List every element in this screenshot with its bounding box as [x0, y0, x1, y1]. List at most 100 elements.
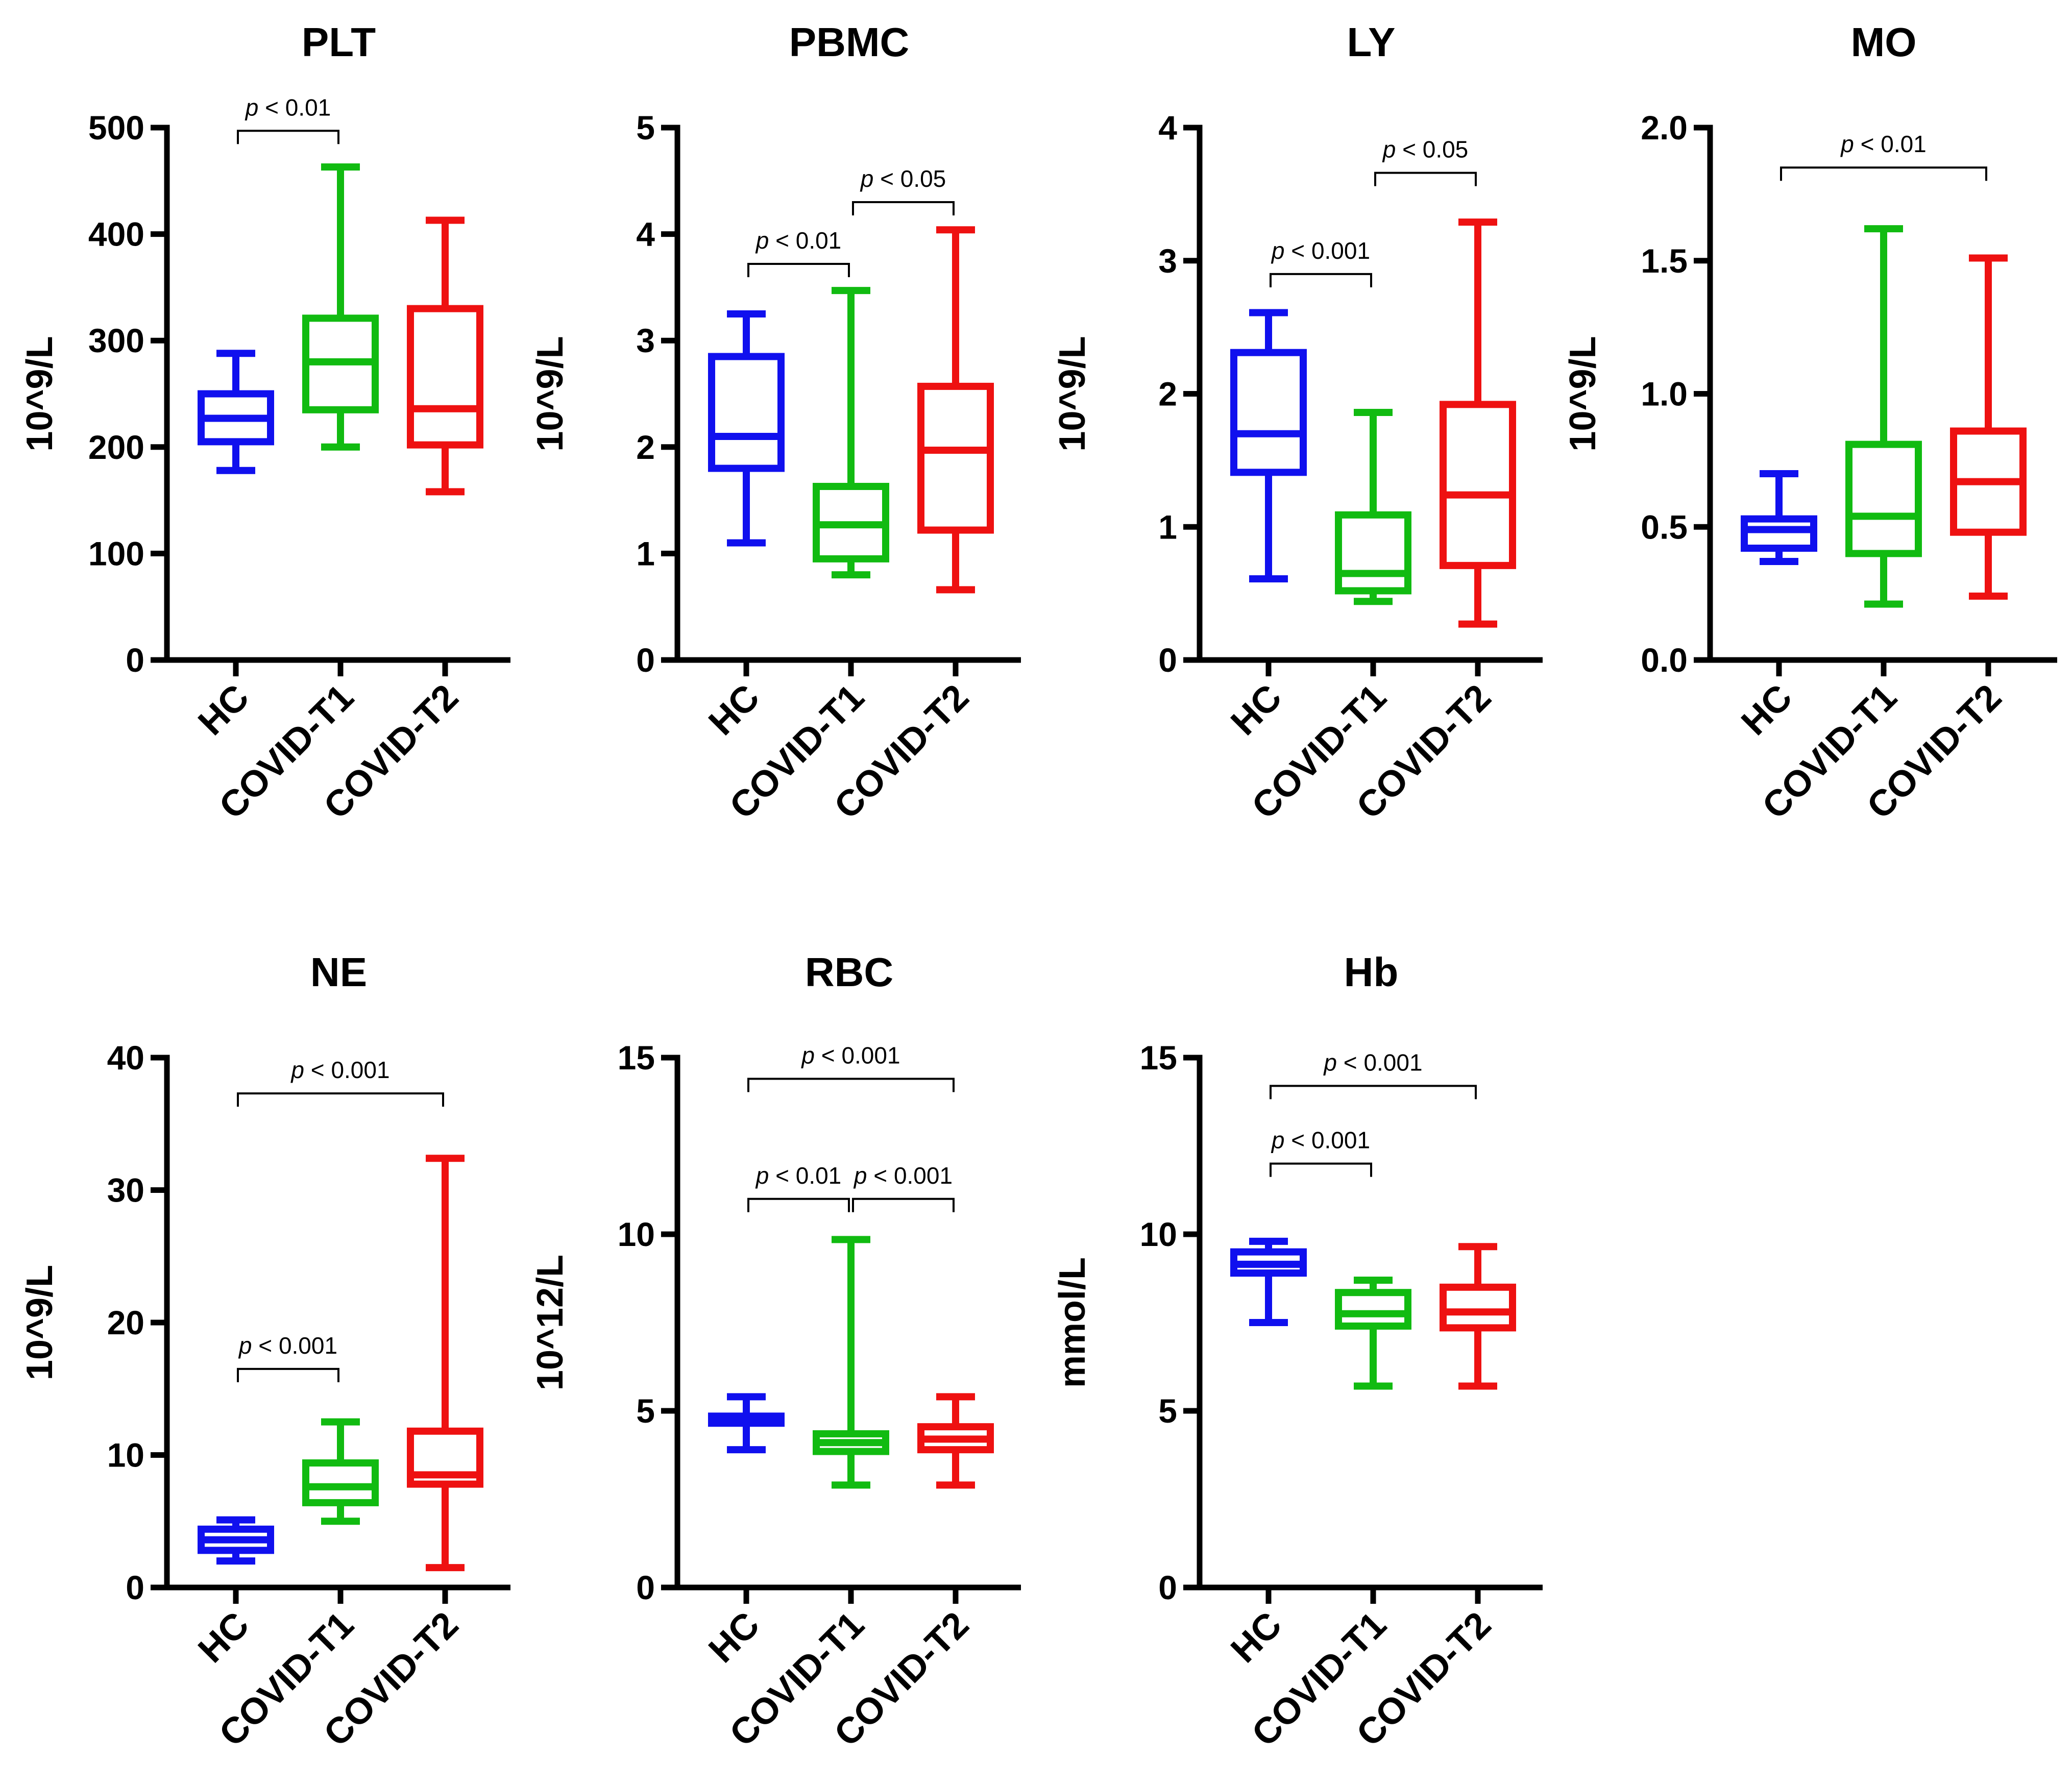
p-value-label: p < 0.001	[800, 1042, 900, 1069]
significance-bracket: p < 0.01	[747, 1162, 850, 1212]
bracket-line	[852, 1197, 955, 1212]
y-axis-label: 10^9/L	[19, 336, 60, 451]
y-tick-label: 15	[618, 1039, 655, 1077]
y-tick-label: 0.0	[1641, 641, 1688, 679]
panel-title: NE	[310, 949, 367, 995]
y-tick-label: 500	[88, 109, 144, 146]
p-value-label: p < 0.001	[238, 1332, 337, 1359]
significance-bracket: p < 0.01	[1780, 131, 1987, 181]
box-hc	[708, 1393, 785, 1454]
panel-title: PLT	[302, 19, 376, 65]
box-covid-t2	[1950, 254, 2027, 600]
y-tick-label: 5	[1158, 1392, 1177, 1430]
p-value-label: p < 0.01	[245, 94, 331, 120]
significance-bracket: p < 0.001	[237, 1332, 339, 1382]
y-tick-label: 5	[636, 109, 655, 146]
y-tick-label: 2.0	[1641, 109, 1688, 146]
box-covid-t2	[407, 216, 483, 496]
box-covid-t1	[302, 1418, 379, 1525]
p-value-label: p < 0.01	[755, 227, 842, 254]
x-tick-label: HC	[1734, 677, 1800, 743]
box-covid-t2	[407, 1155, 483, 1572]
iqr-box	[1335, 511, 1411, 595]
y-tick-label: 300	[88, 322, 144, 359]
x-tick-label: HC	[190, 677, 257, 743]
box-hc	[198, 1516, 274, 1565]
p-value-label: p < 0.001	[290, 1057, 389, 1083]
bracket-line	[747, 263, 850, 278]
p-value-label: p < 0.01	[1840, 131, 1927, 157]
panel-mo: MO10^9/L0.00.51.01.52.0HCCOVID-T1COVID-T…	[1563, 19, 2057, 827]
panel-title: PBMC	[789, 19, 910, 65]
significance-bracket: p < 0.001	[1270, 237, 1372, 287]
iqr-box	[1230, 349, 1307, 476]
panel-title: Hb	[1344, 949, 1399, 995]
p-value-label: p < 0.001	[1271, 1127, 1370, 1154]
x-tick-label: HC	[190, 1604, 257, 1671]
y-axis-label: 10^9/L	[19, 1265, 60, 1380]
iqr-box	[1440, 1283, 1516, 1332]
y-axis-label: 10^9/L	[1052, 336, 1093, 451]
y-tick-label: 0	[126, 641, 144, 679]
iqr-box	[302, 1459, 379, 1506]
bracket-line	[747, 1197, 850, 1212]
y-tick-label: 4	[636, 215, 655, 253]
iqr-box	[708, 353, 785, 472]
x-tick-label: HC	[701, 1604, 767, 1671]
iqr-box	[407, 1427, 483, 1488]
y-tick-label: 20	[107, 1304, 144, 1341]
box-hc	[1741, 470, 1817, 566]
significance-bracket: p < 0.05	[852, 165, 955, 216]
y-tick-label: 1.5	[1641, 242, 1688, 280]
y-tick-label: 0.5	[1641, 508, 1688, 546]
bracket-line	[747, 1078, 955, 1092]
panel-title: RBC	[805, 949, 893, 995]
panel-title: LY	[1347, 19, 1396, 65]
y-tick-label: 30	[107, 1171, 144, 1209]
y-tick-label: 0	[636, 1569, 655, 1606]
y-tick-label: 10	[618, 1215, 655, 1253]
box-hc	[1230, 309, 1307, 582]
y-tick-label: 40	[107, 1039, 144, 1077]
y-tick-label: 1	[636, 534, 655, 572]
p-value-label: p < 0.001	[853, 1162, 953, 1189]
bracket-line	[1780, 166, 1987, 181]
x-tick-label: HC	[1223, 677, 1289, 743]
significance-bracket: p < 0.05	[1374, 136, 1477, 186]
y-axis-label: mmol/L	[1052, 1257, 1093, 1388]
box-covid-t1	[1335, 1276, 1411, 1390]
panel-plt: PLT10^9/L0100200300400500HCCOVID-T1COVID…	[19, 19, 510, 827]
iqr-box	[1335, 1289, 1411, 1330]
significance-bracket: p < 0.001	[852, 1162, 955, 1212]
box-covid-t1	[813, 1236, 889, 1489]
bracket-line	[1270, 1162, 1372, 1177]
y-tick-label: 3	[1158, 242, 1177, 280]
box-covid-t2	[1440, 218, 1516, 628]
y-tick-label: 5	[636, 1392, 655, 1430]
x-tick-label: HC	[1223, 1604, 1289, 1671]
box-covid-t1	[1335, 409, 1411, 605]
box-covid-t1	[302, 163, 379, 451]
bracket-line	[237, 1092, 444, 1107]
iqr-box	[1741, 515, 1817, 552]
significance-bracket: p < 0.001	[237, 1057, 444, 1107]
y-tick-label: 400	[88, 215, 144, 253]
y-tick-label: 2	[1158, 375, 1177, 413]
p-value-label: p < 0.05	[1382, 136, 1469, 163]
y-tick-label: 15	[1140, 1039, 1177, 1077]
y-tick-label: 10	[107, 1436, 144, 1474]
box-hc	[708, 310, 785, 547]
y-tick-label: 4	[1158, 109, 1177, 146]
y-tick-label: 100	[88, 534, 144, 572]
y-tick-label: 200	[88, 428, 144, 466]
x-tick-label: HC	[701, 677, 767, 743]
iqr-box	[407, 305, 483, 449]
y-axis-label: 10^9/L	[1563, 336, 1603, 451]
box-hc	[198, 350, 274, 474]
y-tick-label: 10	[1140, 1215, 1177, 1253]
